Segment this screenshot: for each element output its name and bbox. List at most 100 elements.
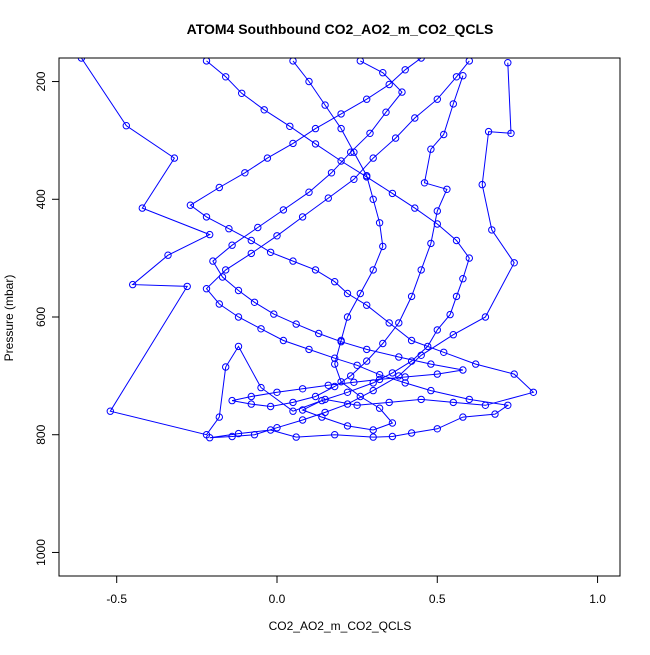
data-point xyxy=(247,392,256,401)
data-point xyxy=(337,336,345,345)
data-point xyxy=(478,180,486,189)
data-point xyxy=(222,266,230,274)
data-point xyxy=(266,248,275,257)
data-point xyxy=(481,313,490,321)
data-point xyxy=(385,319,393,327)
data-point xyxy=(273,232,281,240)
data-point xyxy=(472,360,480,368)
data-point xyxy=(292,433,300,441)
data-point xyxy=(465,254,473,262)
data-point xyxy=(234,313,243,321)
data-point xyxy=(427,145,435,153)
data-point xyxy=(298,385,307,393)
data-point xyxy=(266,426,275,434)
series-line xyxy=(80,58,535,436)
x-tick-label: 0.5 xyxy=(429,592,446,606)
plot-frame xyxy=(58,57,621,577)
data-point xyxy=(427,239,435,248)
data-point xyxy=(433,207,441,215)
data-point xyxy=(327,169,336,177)
data-point xyxy=(298,213,307,221)
data-point xyxy=(250,298,259,306)
series-4 xyxy=(202,58,473,434)
data-point xyxy=(315,329,323,338)
data-point xyxy=(440,130,448,139)
data-point xyxy=(347,372,355,380)
data-point xyxy=(247,400,256,408)
y-tick-label: 1000 xyxy=(34,539,48,566)
data-point xyxy=(228,432,236,441)
data-point xyxy=(459,413,467,421)
data-point xyxy=(311,140,320,148)
data-point xyxy=(363,173,371,181)
data-point xyxy=(449,100,457,108)
data-point xyxy=(289,58,297,65)
data-point xyxy=(225,225,233,233)
data-point xyxy=(273,388,281,396)
data-point xyxy=(452,236,461,245)
data-point xyxy=(433,220,441,228)
data-point xyxy=(379,69,387,77)
data-point xyxy=(440,348,448,356)
data-point xyxy=(298,406,307,414)
data-point xyxy=(529,388,538,396)
data-point xyxy=(379,339,387,348)
data-point xyxy=(305,77,313,86)
data-point xyxy=(138,204,147,212)
data-point xyxy=(122,122,131,130)
data-point xyxy=(407,357,416,365)
data-point xyxy=(318,396,326,405)
data-point xyxy=(343,388,352,396)
data-point xyxy=(202,213,211,221)
data-point xyxy=(305,345,313,354)
data-point xyxy=(433,326,441,334)
x-tick-label: -0.5 xyxy=(106,592,127,606)
data-point xyxy=(510,259,518,267)
data-point xyxy=(279,336,288,345)
data-point xyxy=(129,280,137,289)
data-point xyxy=(234,342,243,351)
data-point xyxy=(488,226,496,234)
data-point xyxy=(202,285,211,293)
data-point xyxy=(424,342,432,351)
data-point xyxy=(331,278,339,286)
data-point xyxy=(289,257,297,265)
x-tick-label: 0.0 xyxy=(269,592,286,606)
data-point xyxy=(343,289,352,298)
data-point xyxy=(388,369,397,377)
y-tick-label: 600 xyxy=(34,307,48,327)
data-point xyxy=(254,223,262,232)
data-point xyxy=(385,398,393,407)
data-point xyxy=(202,58,211,65)
data-point xyxy=(465,58,473,65)
data-point xyxy=(350,148,358,156)
x-tick-label: 1.0 xyxy=(589,592,606,606)
data-point xyxy=(369,379,377,387)
data-point xyxy=(369,266,377,274)
data-point xyxy=(395,353,403,361)
data-point xyxy=(417,58,425,62)
data-point xyxy=(465,395,473,404)
data-point xyxy=(209,257,217,265)
data-point xyxy=(417,395,425,404)
data-point xyxy=(459,72,467,80)
x-axis-title: CO2_AO2_m_CO2_QCLS xyxy=(269,619,412,633)
data-point xyxy=(401,373,409,381)
data-point xyxy=(401,66,409,74)
data-point xyxy=(337,110,345,118)
data-point xyxy=(305,188,313,196)
data-point xyxy=(459,275,467,283)
data-point xyxy=(292,320,300,328)
y-tick-label: 800 xyxy=(34,424,48,444)
data-point xyxy=(491,410,499,418)
data-point xyxy=(484,127,493,136)
data-point xyxy=(363,345,371,354)
data-point xyxy=(218,273,227,281)
data-point xyxy=(411,114,419,122)
data-point xyxy=(164,251,172,259)
data-point xyxy=(279,206,288,214)
data-point xyxy=(337,124,345,133)
data-point xyxy=(311,124,320,133)
